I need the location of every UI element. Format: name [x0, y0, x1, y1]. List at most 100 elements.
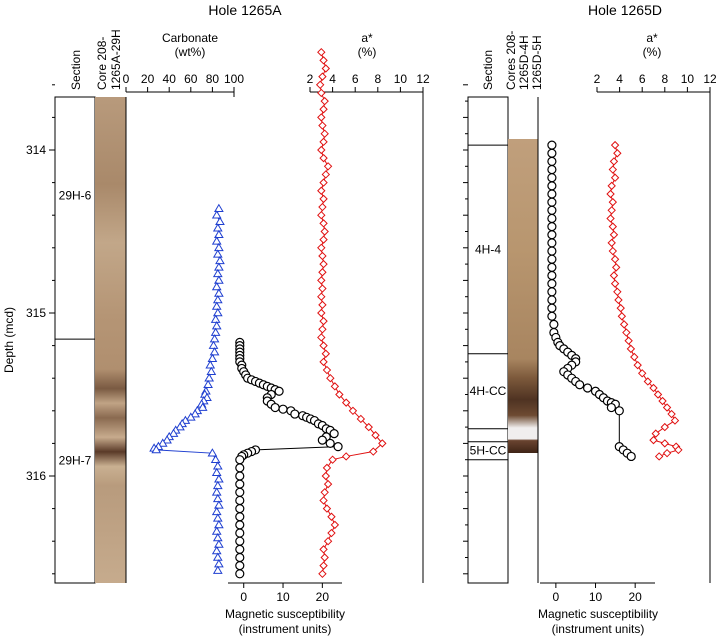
hole-d-magsus-point	[549, 319, 559, 330]
hole-a-magsus-point	[274, 386, 284, 396]
hole-d-magsus-point	[547, 156, 557, 167]
hole-a-astar-point	[317, 210, 326, 220]
hole-a-astar-point	[317, 333, 326, 342]
hole-a-carbonate-point	[210, 454, 221, 463]
hole-a-astar-point	[320, 553, 329, 562]
hole-d-astar-label-2: (%)	[643, 45, 662, 59]
hole-a-astar-point	[326, 373, 335, 383]
hole-d-astar-point	[608, 246, 618, 256]
hole-d-core-header-line2: 1265D-4H	[517, 35, 531, 90]
hole-d-astar-point	[649, 383, 658, 393]
hole-a-core-header-line2: 1265A-29H	[109, 29, 123, 90]
hole-a-magsus-series	[235, 337, 343, 579]
hole-a-carbonate-point	[207, 353, 218, 362]
hole-a-carbonate-point	[211, 301, 222, 310]
hole-d-magsus-point	[606, 402, 616, 413]
hole-a-carbonate-point	[211, 545, 222, 555]
hole-d-astar-point	[607, 181, 616, 191]
hole-a-carbonate-point	[157, 438, 168, 447]
hole-d-astar-point	[610, 173, 620, 182]
hole-a-astar-point	[318, 284, 327, 293]
hole-d-astar-point	[607, 206, 616, 215]
hole-d-magsus-point	[547, 311, 557, 321]
hole-d-astar-point	[649, 435, 658, 445]
hole-a-astar-point	[319, 153, 328, 163]
hole-a-magsus-point	[278, 404, 288, 414]
hole-a-astar-point	[317, 276, 326, 285]
hole-d-astar-point	[660, 422, 670, 432]
hole-a-astar-point	[321, 471, 331, 481]
hole-a-astar-point	[320, 96, 329, 106]
hole-a-astar-point	[319, 178, 328, 187]
hole-d-magsus-point	[614, 406, 624, 416]
hole-a-astar-point	[322, 463, 332, 473]
hole-a-core-image	[95, 97, 126, 583]
hole-a-carbonate-point	[210, 327, 221, 336]
hole-d-section-label: 5H-CC	[470, 444, 507, 458]
hole-a-carbonate-tick-label: 20	[141, 72, 155, 86]
hole-d-astar-point	[662, 403, 672, 412]
hole-a-magsus-point	[235, 455, 245, 465]
hole-a-carbonate-point	[210, 314, 221, 323]
hole-a-astar-point	[323, 162, 333, 171]
hole-a-section-label: 29H-6	[59, 189, 92, 203]
hole-a-astar-point	[371, 431, 380, 440]
hole-a-carbonate-point	[209, 334, 220, 343]
hole-d-magsus-series	[547, 140, 636, 462]
hole-a-carbonate-point	[212, 294, 223, 304]
hole-a-carbonate-point	[214, 288, 224, 297]
hole-d-title: Hole 1265D	[588, 2, 662, 18]
hole-d-magsus-point	[547, 222, 557, 232]
hole-a-magsus-point	[235, 471, 245, 481]
hole-a-carbonate-line	[153, 208, 221, 571]
hole-d-magsus-point	[547, 164, 557, 175]
hole-a-carbonate-point	[211, 210, 222, 219]
hole-d-magsus-point	[547, 287, 557, 297]
hole-a-astar-point	[330, 382, 340, 391]
hole-a-carbonate-point	[214, 242, 224, 252]
hole-a-astar-point	[378, 439, 387, 448]
hole-a-carbonate-point	[190, 409, 200, 418]
hole-a-carbonate-point	[162, 435, 172, 444]
depth-tick-label: 315	[26, 306, 46, 320]
hole-a-carbonate-point	[168, 428, 179, 437]
hole-a-astar-point	[319, 545, 328, 554]
hole-a-astar-point	[315, 80, 325, 90]
hole-d-magsus-tick-label: 0	[553, 590, 560, 604]
hole-d-magsus-point	[547, 254, 557, 264]
hole-d-core-header-line3: 1265D-5H	[530, 35, 544, 90]
hole-a-carbonate-point	[211, 467, 222, 477]
hole-a-magsus-axis: 0 10 20	[228, 582, 342, 604]
hole-d-depth-ticks	[463, 84, 468, 575]
hole-d-astar-point	[610, 140, 620, 150]
hole-a-magsus-point	[235, 504, 245, 514]
hole-a-astar-point	[319, 357, 328, 367]
hole-a-astar-line	[319, 52, 384, 574]
hole-d-magsus-label-2: (instrument units)	[552, 622, 645, 636]
hole-d-astar-axis: 2 4 6 8 10 12	[594, 72, 716, 93]
hole-a-magsus-point	[235, 463, 245, 473]
hole-d-astar-point	[607, 238, 616, 248]
hole-a-astar-point	[369, 447, 378, 456]
hole-a-magsus-point	[235, 479, 245, 489]
hole-d-astar-point	[610, 255, 620, 264]
hole-a-astar-point	[327, 512, 336, 521]
hole-d-astar-point	[651, 429, 660, 438]
hole-d-astar-point	[610, 279, 620, 288]
hole-a-magsus-point	[235, 561, 245, 571]
hole-a-magsus-tick-label: 0	[240, 590, 247, 604]
hole-a-carbonate-point	[204, 373, 215, 382]
hole-d-astar-series	[606, 140, 683, 461]
hole-a-carbonate-point	[208, 340, 219, 349]
depth-axis-ticks: 314 315 316	[26, 84, 55, 575]
hole-a-astar-point	[318, 569, 327, 579]
hole-d-astar-point	[616, 303, 625, 313]
hole-a-magsus-label-2: (instrument units)	[239, 622, 332, 636]
hole-a-carbonate-point	[185, 412, 196, 421]
hole-d-astar-point	[609, 230, 619, 239]
hole-a-astar-point	[318, 202, 327, 212]
hole-d-magsus-axis: 0 10 20	[540, 582, 655, 604]
hole-a-magsus-point	[325, 438, 335, 448]
hole-a-magsus-point	[235, 569, 245, 579]
